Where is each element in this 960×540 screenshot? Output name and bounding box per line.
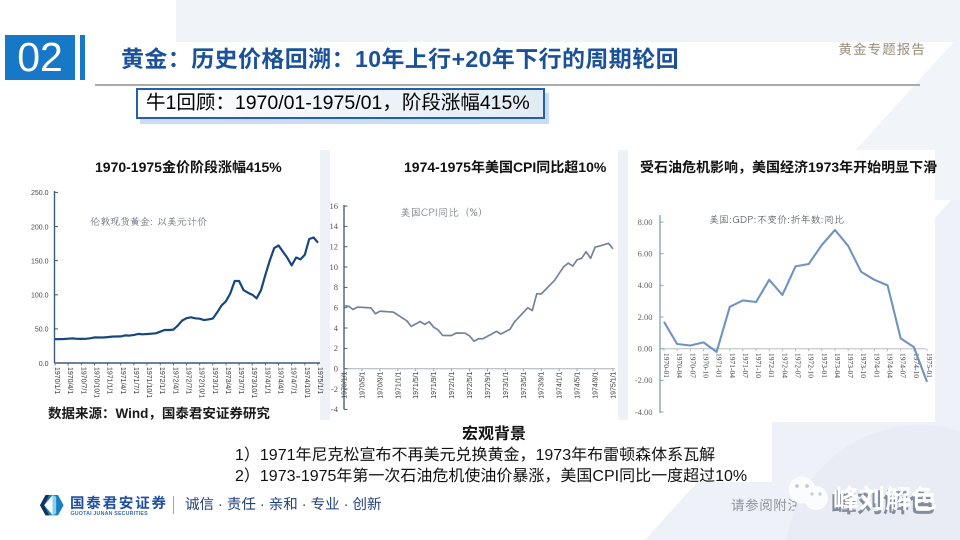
svg-text:100.0: 100.0 [31, 293, 49, 300]
svg-text:1975/1/1: 1975/1/1 [316, 367, 323, 394]
svg-text:1972-01: 1972-01 [767, 353, 776, 378]
svg-text:伦敦现货黄金: 以美元计价: 伦敦现货黄金: 以美元计价 [90, 215, 207, 228]
svg-text:8: 8 [334, 282, 338, 292]
svg-text:1971/1/1: 1971/1/1 [106, 367, 113, 394]
svg-text:200.0: 200.0 [31, 224, 49, 231]
svg-text:0.0: 0.0 [39, 361, 49, 368]
svg-text:1975/1/1: 1975/1/1 [610, 371, 617, 398]
svg-text:1973/9/1: 1973/9/1 [539, 371, 546, 398]
svg-text:1970/4/1: 1970/4/1 [66, 367, 73, 394]
svg-text:14: 14 [330, 221, 339, 231]
svg-text:1970/1/1: 1970/1/1 [342, 371, 349, 398]
svg-text:1973-04: 1973-04 [833, 353, 842, 378]
svg-text:12: 12 [330, 242, 339, 252]
svg-text:1970-04: 1970-04 [675, 353, 684, 378]
svg-text:1974-10: 1974-10 [912, 353, 921, 378]
svg-text:1973-07: 1973-07 [846, 353, 855, 378]
svg-text:1970-01: 1970-01 [662, 353, 671, 378]
svg-text:1972/1/1: 1972/1/1 [449, 371, 456, 398]
svg-text:1972/9/1: 1972/9/1 [485, 371, 492, 398]
svg-text:0: 0 [334, 364, 338, 374]
svg-text:8.00: 8.00 [638, 217, 653, 227]
svg-text:1973/1/1: 1973/1/1 [211, 367, 218, 394]
svg-text:美国CPI同比（%）: 美国CPI同比（%） [400, 205, 488, 219]
svg-text:1974/9/1: 1974/9/1 [593, 371, 600, 398]
svg-text:1974-04: 1974-04 [886, 353, 895, 378]
svg-text:1971/1/1: 1971/1/1 [395, 371, 402, 398]
svg-text:1974/1/1: 1974/1/1 [557, 371, 564, 398]
svg-text:1973/5/1: 1973/5/1 [521, 371, 528, 398]
svg-text:1974/10/1: 1974/10/1 [303, 367, 310, 398]
svg-text:4.00: 4.00 [638, 280, 653, 290]
svg-text:6: 6 [334, 303, 338, 313]
svg-text:1972/5/1: 1972/5/1 [467, 371, 474, 398]
svg-text:2.00: 2.00 [638, 312, 653, 322]
svg-text:1970/9/1: 1970/9/1 [377, 371, 384, 398]
svg-text:1973-01: 1973-01 [820, 353, 829, 378]
svg-text:1972-07: 1972-07 [794, 353, 803, 378]
svg-text:峰刘解色: 峰刘解色 [833, 479, 937, 516]
svg-text:-2: -2 [331, 384, 338, 394]
svg-text:1971/4/1: 1971/4/1 [119, 367, 126, 394]
svg-text:1973/4/1: 1973/4/1 [224, 367, 231, 394]
svg-text:-4.00: -4.00 [635, 407, 653, 417]
svg-text:4: 4 [334, 323, 339, 333]
svg-text:美国:GDP:不变价:折年数:同比: 美国:GDP:不变价:折年数:同比 [709, 213, 844, 226]
svg-text:1971-01: 1971-01 [715, 353, 724, 378]
svg-text:0.00: 0.00 [638, 344, 653, 354]
svg-text:1973/7/1: 1973/7/1 [237, 367, 244, 394]
svg-text:1973/10/1: 1973/10/1 [250, 367, 257, 398]
svg-text:峰刘解色: 峰刘解色 [831, 483, 935, 520]
svg-text:1971/10/1: 1971/10/1 [145, 367, 152, 398]
svg-text:1973-10: 1973-10 [859, 353, 868, 378]
svg-text:1972/7/1: 1972/7/1 [185, 367, 192, 394]
svg-text:150.0: 150.0 [31, 258, 49, 265]
svg-text:1974/7/1: 1974/7/1 [290, 367, 297, 394]
svg-text:10: 10 [330, 262, 339, 272]
svg-text:1972/10/1: 1972/10/1 [198, 367, 205, 398]
svg-text:1975-01: 1975-01 [925, 353, 934, 378]
svg-text:1971/7/1: 1971/7/1 [132, 367, 139, 394]
svg-text:1970/5/1: 1970/5/1 [359, 371, 366, 398]
svg-text:1971/5/1: 1971/5/1 [413, 371, 420, 398]
svg-text:-4: -4 [331, 404, 339, 414]
svg-text:1974/1/1: 1974/1/1 [263, 367, 270, 394]
svg-text:50.0: 50.0 [35, 327, 49, 334]
svg-text:1970/7/1: 1970/7/1 [79, 367, 86, 394]
svg-text:1970/1/1: 1970/1/1 [53, 367, 60, 394]
svg-text:1973/1/1: 1973/1/1 [503, 371, 510, 398]
svg-text:250.0: 250.0 [31, 190, 49, 197]
svg-text:1972-04: 1972-04 [780, 353, 789, 378]
svg-text:2: 2 [334, 343, 338, 353]
svg-text:1974/5/1: 1974/5/1 [575, 371, 582, 398]
svg-text:1971-10: 1971-10 [754, 353, 763, 378]
svg-text:16: 16 [330, 201, 339, 211]
svg-text:6.00: 6.00 [638, 249, 653, 259]
svg-text:1972/4/1: 1972/4/1 [171, 367, 178, 394]
svg-text:1974/4/1: 1974/4/1 [277, 367, 284, 394]
svg-text:1971/9/1: 1971/9/1 [431, 371, 438, 398]
svg-text:1972/1/1: 1972/1/1 [158, 367, 165, 394]
svg-text:1970-07: 1970-07 [688, 353, 697, 378]
svg-text:1971-07: 1971-07 [741, 353, 750, 378]
svg-text:1970/10/1: 1970/10/1 [93, 367, 100, 398]
svg-text:1970-10: 1970-10 [702, 353, 711, 378]
svg-text:1971-04: 1971-04 [728, 353, 737, 378]
svg-text:1972-10: 1972-10 [807, 353, 816, 378]
svg-text:1974-07: 1974-07 [899, 353, 908, 378]
svg-text:1974-01: 1974-01 [872, 353, 881, 378]
svg-text:-2.00: -2.00 [635, 375, 653, 385]
